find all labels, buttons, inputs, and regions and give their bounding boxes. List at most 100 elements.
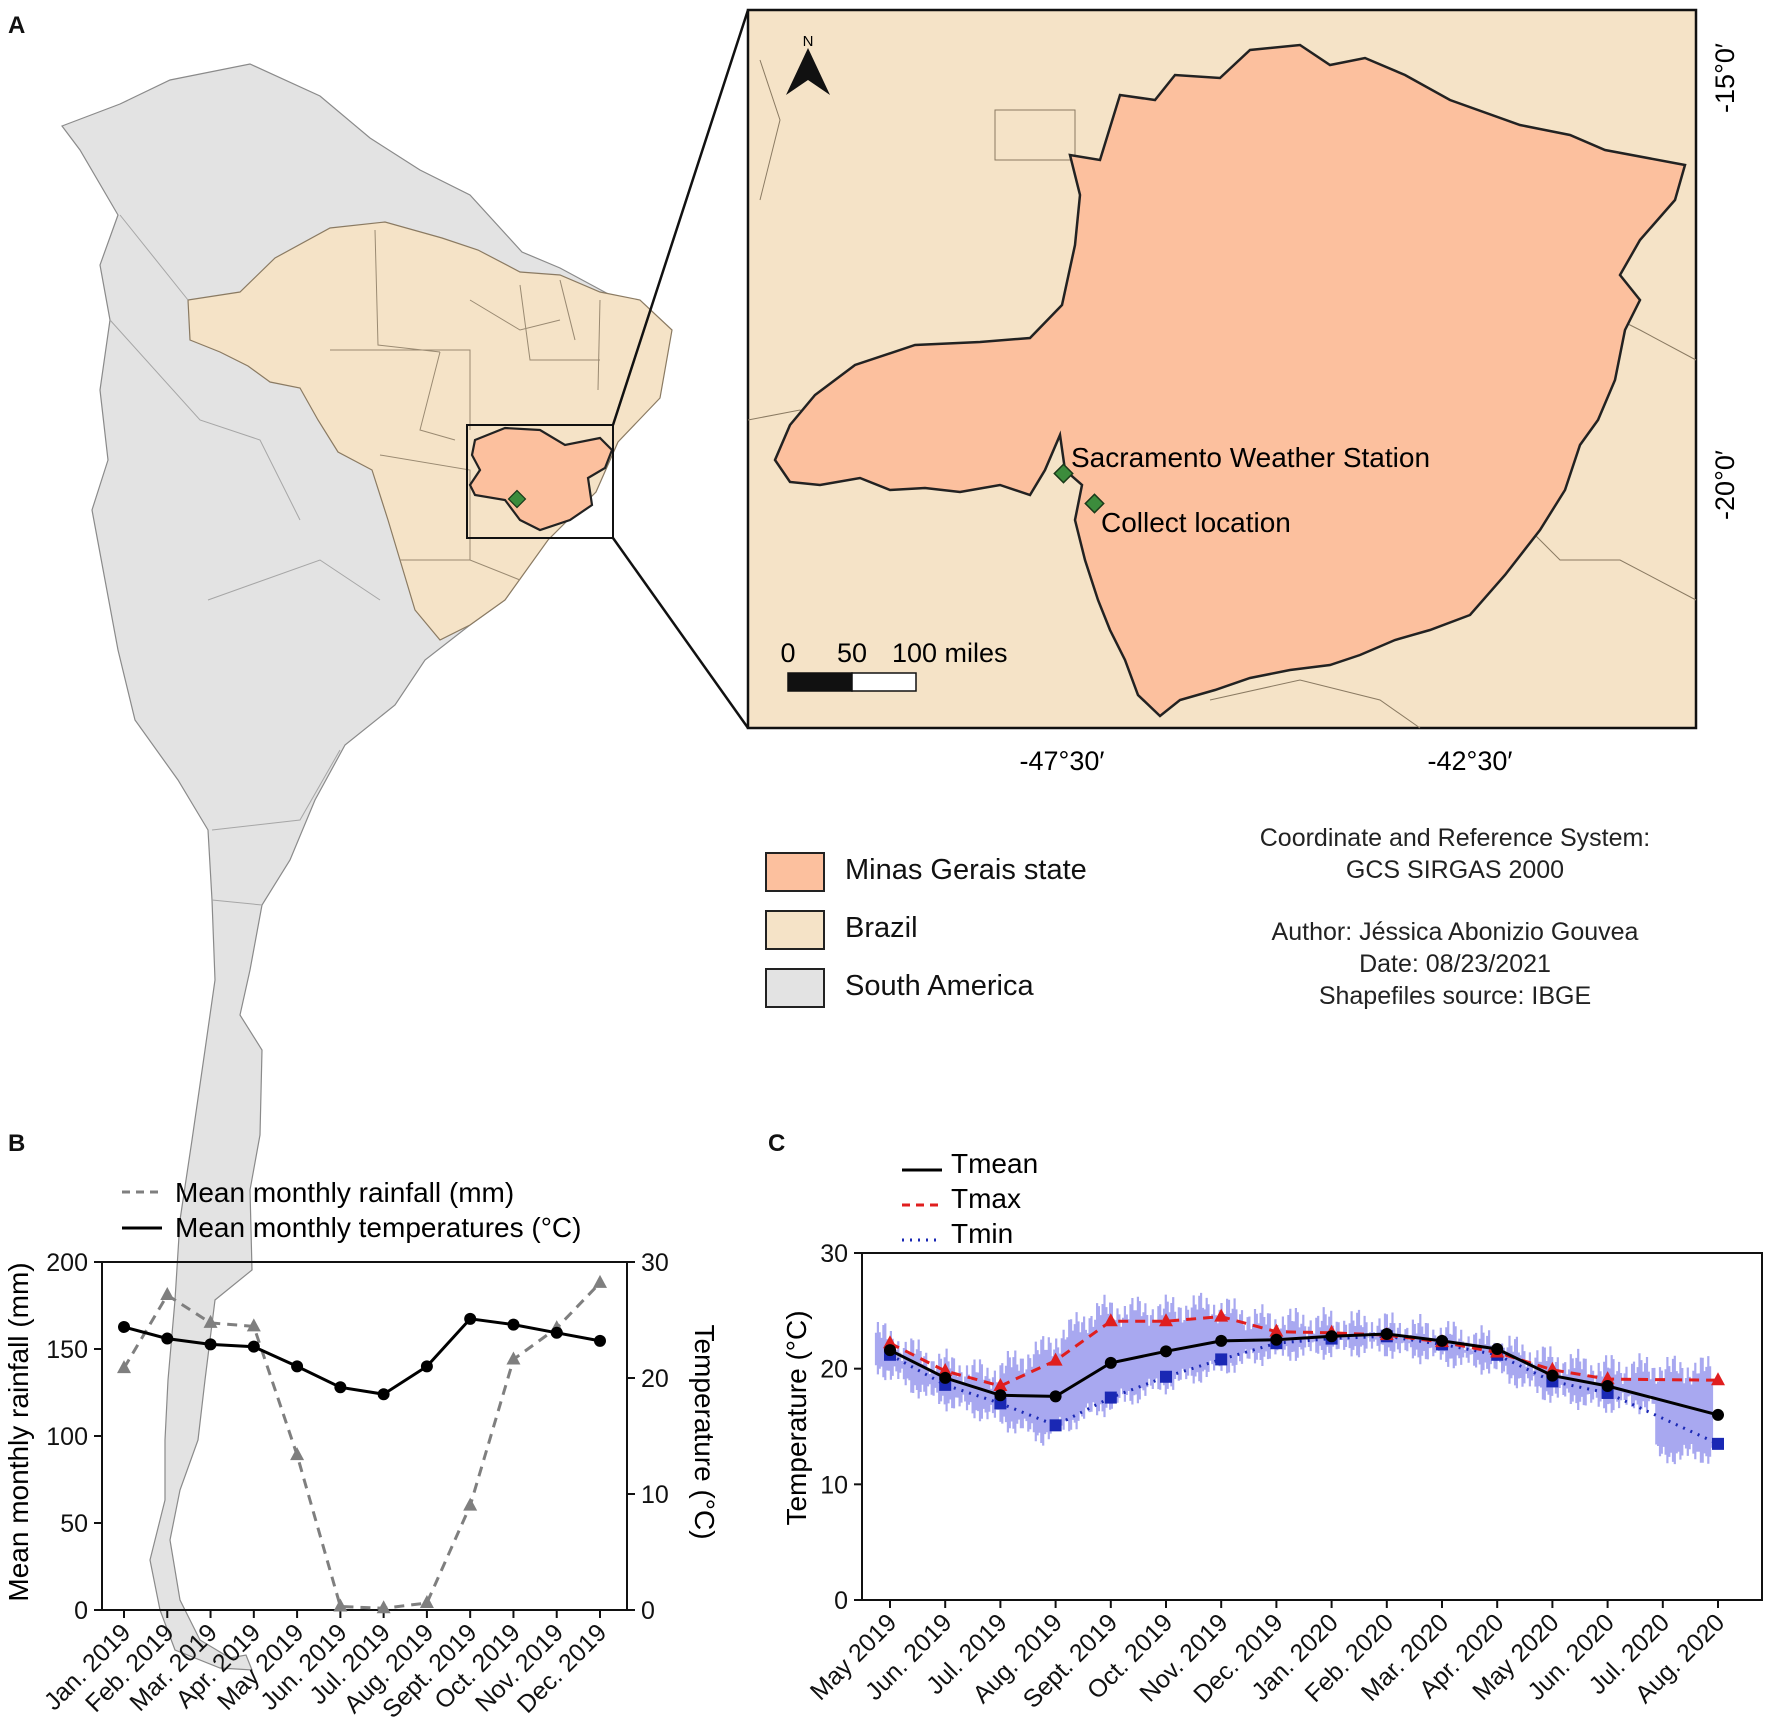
map-legend-sa-label: South America bbox=[845, 970, 1034, 1002]
chart-b-temp-point bbox=[464, 1312, 477, 1325]
brazil-shape bbox=[187, 221, 673, 641]
crs-title: Coordinate and Reference System: bbox=[1259, 824, 1651, 852]
chart-c-tmax-point bbox=[1103, 1313, 1118, 1327]
date-text: Date: 08/23/2021 bbox=[1359, 950, 1551, 978]
scale-label-100: 100 miles bbox=[892, 638, 1008, 668]
lon-label-2: -42°30′ bbox=[1428, 746, 1513, 776]
chart-b-temp-point bbox=[420, 1360, 433, 1373]
map-legend-minas-label: Minas Gerais state bbox=[845, 854, 1087, 886]
chart-b-ytick-right-label: 10 bbox=[641, 1481, 669, 1509]
chart-b-rain-point bbox=[203, 1314, 218, 1328]
zoom-line-top bbox=[611, 9, 750, 426]
chart-c: Tmean Tmax Tmin Temperature (°C) 0 10 20 30… bbox=[781, 1148, 1763, 1714]
lat-label-2: -20°0′ bbox=[1710, 450, 1740, 520]
lon-label-1: -47°30′ bbox=[1020, 746, 1105, 776]
chart-b-ytick-label: 100 bbox=[46, 1423, 88, 1451]
chart-b-ylabel: Mean monthly rainfall (mm) bbox=[3, 1262, 34, 1601]
chart-c-tmax-point bbox=[1159, 1313, 1173, 1327]
chart-b-rain-point bbox=[117, 1360, 131, 1374]
chart-b-temp-point bbox=[550, 1326, 563, 1339]
chart-b-rain-point bbox=[246, 1318, 261, 1332]
south-america-map bbox=[61, 9, 750, 1671]
chart-b-temp-point bbox=[507, 1318, 520, 1331]
chart-c-ytick-label: 0 bbox=[834, 1587, 848, 1615]
chart-c-tmean-point bbox=[1546, 1369, 1559, 1382]
chart-c-frame bbox=[861, 1252, 1763, 1601]
chart-b-rain-point bbox=[290, 1447, 305, 1461]
brazil-state-borders bbox=[330, 229, 601, 581]
chart-c-legend-tmean-label: Tmean bbox=[951, 1148, 1038, 1179]
panel-letter-b: B bbox=[8, 1130, 26, 1157]
north-arrow-icon bbox=[786, 48, 830, 95]
scale-label-0: 0 bbox=[780, 638, 795, 668]
chart-c-tmean-point bbox=[1215, 1334, 1228, 1347]
chart-b-legend-rain-label: Mean monthly rainfall (mm) bbox=[175, 1177, 514, 1208]
chart-c-tmin-point bbox=[1215, 1353, 1228, 1366]
chart-c-ylabel: Temperature (°C) bbox=[781, 1310, 812, 1525]
chart-b-temp-point bbox=[161, 1332, 174, 1345]
chart-c-tmax-point bbox=[883, 1335, 897, 1349]
chart-c-tmin-point bbox=[1712, 1437, 1724, 1450]
chart-b-temp-point bbox=[291, 1360, 304, 1373]
chart-c-tmean-point bbox=[939, 1371, 952, 1384]
inset-map: N Sacramento Weather Station Collect loc… bbox=[746, 8, 1740, 776]
country-borders bbox=[109, 214, 381, 906]
chart-c-tmean-point bbox=[1491, 1343, 1504, 1356]
chart-b-legend-temp-label: Mean monthly temperatures (°C) bbox=[175, 1212, 581, 1243]
zoom-line-bottom bbox=[611, 537, 750, 729]
collect-label: Collect location bbox=[1101, 507, 1291, 538]
minas-swatch bbox=[765, 852, 825, 892]
chart-c-tmax-point bbox=[1711, 1372, 1725, 1386]
chart-b-rain-point bbox=[419, 1595, 434, 1609]
chart-b-temp-point bbox=[118, 1320, 130, 1333]
chart-c-tmin-point bbox=[1049, 1419, 1062, 1432]
chart-c-ytick-label: 20 bbox=[820, 1356, 848, 1384]
chart-b-ytick-right-label: 30 bbox=[641, 1249, 669, 1277]
south-america-swatch bbox=[765, 968, 825, 1008]
chart-b-ylabel-right: Temperature (°C) bbox=[689, 1324, 720, 1539]
chart-b-ytick-label: 50 bbox=[60, 1510, 88, 1538]
north-arrow: N bbox=[786, 33, 830, 95]
source-text: Shapefiles source: IBGE bbox=[1318, 982, 1592, 1010]
chart-b-rain-point bbox=[593, 1274, 607, 1288]
chart-b-temp-point bbox=[247, 1340, 260, 1353]
chart-c-ytick-label: 30 bbox=[820, 1240, 848, 1268]
chart-c-legend-tmin-label: Tmin bbox=[951, 1218, 1013, 1249]
chart-c-tmax-point bbox=[1214, 1308, 1229, 1322]
chart-b-ytick-right-label: 20 bbox=[641, 1365, 669, 1393]
chart-c-tmean-point bbox=[1160, 1345, 1172, 1358]
collect-marker-small bbox=[507, 489, 527, 509]
chart-c-tmax-point bbox=[1600, 1371, 1615, 1385]
chart-c-tmean-point bbox=[1601, 1380, 1614, 1393]
map-legend-item: Brazil bbox=[765, 910, 1165, 950]
chart-c-tmin-point bbox=[1160, 1370, 1172, 1383]
chart-b-temp-point bbox=[204, 1338, 217, 1351]
chart-c-tmean-point bbox=[1325, 1330, 1338, 1343]
chart-b-rain-line bbox=[122, 1281, 602, 1610]
chart-b-temp-line bbox=[123, 1317, 601, 1396]
north-label: N bbox=[803, 33, 814, 50]
chart-c-tmax-point bbox=[993, 1378, 1008, 1392]
chart-c-tmean-point bbox=[1380, 1327, 1393, 1340]
chart-c-tmax-point bbox=[1048, 1352, 1063, 1366]
chart-b-ytick-label: 0 bbox=[74, 1597, 88, 1625]
map-legend-brazil-label: Brazil bbox=[845, 912, 918, 944]
inset-frame bbox=[466, 424, 614, 539]
chart-b-rain-point bbox=[160, 1287, 175, 1301]
author-text: Author: Jéssica Abonizio Gouvea bbox=[1271, 918, 1639, 946]
chart-b-temp-point bbox=[594, 1334, 606, 1347]
map-legend-item: South America bbox=[765, 968, 1165, 1008]
chart-c-tmax-point bbox=[1269, 1323, 1284, 1337]
sacramento-label: Sacramento Weather Station bbox=[1071, 442, 1430, 473]
chart-c-tmean-point bbox=[1049, 1390, 1062, 1403]
chart-c-tmean-point bbox=[1712, 1408, 1724, 1421]
chart-c-tmean-point bbox=[1436, 1334, 1448, 1347]
chart-c-tmax-point bbox=[938, 1362, 953, 1376]
chart-b: Mean monthly rainfall (mm) Mean monthly … bbox=[3, 1177, 720, 1718]
chart-b-temp-point bbox=[334, 1381, 347, 1394]
collect-marker bbox=[1084, 493, 1105, 514]
chart-b-ytick-right-label: 0 bbox=[641, 1597, 655, 1625]
chart-c-ytick-label: 10 bbox=[820, 1471, 848, 1499]
chart-c-tmean-point bbox=[994, 1389, 1007, 1402]
